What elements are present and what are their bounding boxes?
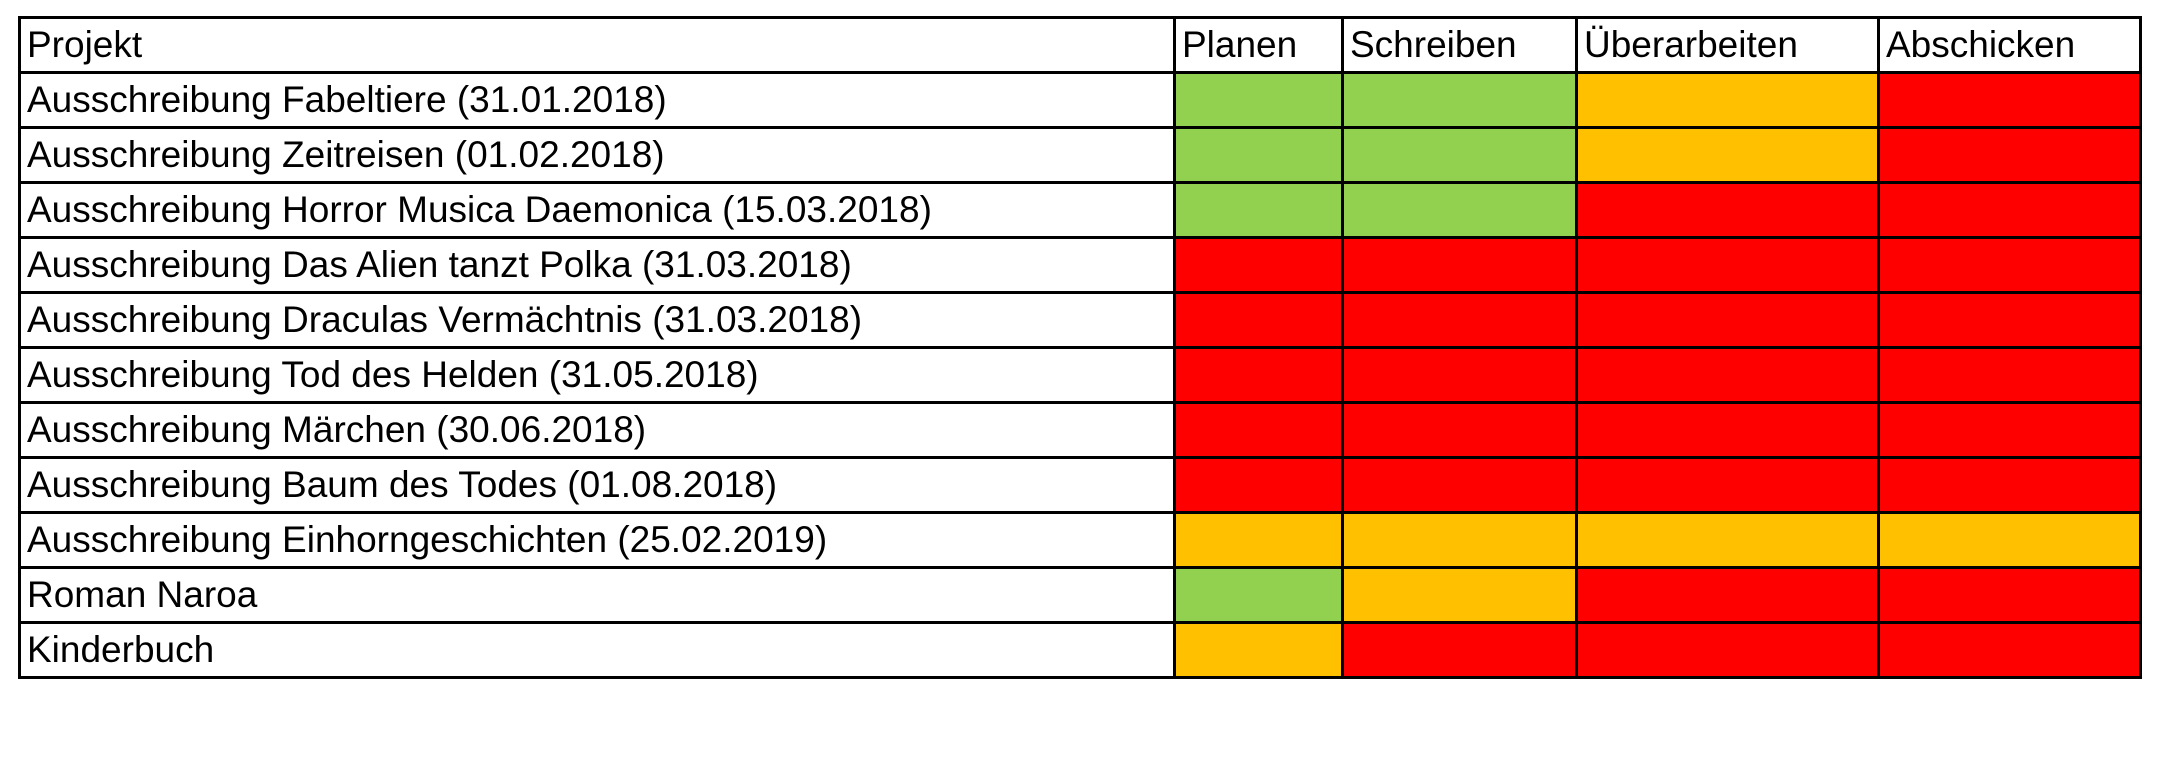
status-cell-ueberarbeiten: [1575, 621, 1880, 679]
table-row: Kinderbuch: [18, 621, 2142, 679]
project-name-cell: Ausschreibung Draculas Vermächtnis (31.0…: [18, 291, 1176, 349]
table-row: Ausschreibung Horror Musica Daemonica (1…: [18, 181, 2142, 239]
status-cell-abschicken: [1877, 401, 2142, 459]
status-cell-schreiben: [1341, 621, 1578, 679]
project-name-cell: Ausschreibung Einhorngeschichten (25.02.…: [18, 511, 1176, 569]
status-cell-abschicken: [1877, 346, 2142, 404]
status-cell-ueberarbeiten: [1575, 566, 1880, 624]
table-row: Ausschreibung Das Alien tanzt Polka (31.…: [18, 236, 2142, 294]
status-cell-ueberarbeiten: [1575, 346, 1880, 404]
status-cell-planen: [1173, 621, 1344, 679]
status-cell-schreiben: [1341, 291, 1578, 349]
table-row: Ausschreibung Märchen (30.06.2018): [18, 401, 2142, 459]
status-cell-planen: [1173, 566, 1344, 624]
status-cell-ueberarbeiten: [1575, 181, 1880, 239]
status-cell-abschicken: [1877, 126, 2142, 184]
table-row: Roman Naroa: [18, 566, 2142, 624]
status-cell-ueberarbeiten: [1575, 291, 1880, 349]
status-cell-abschicken: [1877, 566, 2142, 624]
status-sheet: Projekt Planen Schreiben Überarbeiten Ab…: [18, 16, 2142, 679]
project-name-cell: Kinderbuch: [18, 621, 1176, 679]
status-cell-ueberarbeiten: [1575, 236, 1880, 294]
header-planen: Planen: [1173, 16, 1344, 74]
project-name-cell: Ausschreibung Zeitreisen (01.02.2018): [18, 126, 1176, 184]
project-status-table: Projekt Planen Schreiben Überarbeiten Ab…: [18, 16, 2142, 679]
status-cell-schreiben: [1341, 511, 1578, 569]
table-row: Ausschreibung Baum des Todes (01.08.2018…: [18, 456, 2142, 514]
status-cell-schreiben: [1341, 456, 1578, 514]
status-cell-abschicken: [1877, 456, 2142, 514]
status-cell-schreiben: [1341, 126, 1578, 184]
status-cell-planen: [1173, 401, 1344, 459]
table-row: Ausschreibung Fabeltiere (31.01.2018): [18, 71, 2142, 129]
status-cell-schreiben: [1341, 346, 1578, 404]
status-cell-ueberarbeiten: [1575, 456, 1880, 514]
status-cell-ueberarbeiten: [1575, 71, 1880, 129]
table-row: Ausschreibung Draculas Vermächtnis (31.0…: [18, 291, 2142, 349]
project-name-cell: Ausschreibung Das Alien tanzt Polka (31.…: [18, 236, 1176, 294]
header-ueberarbeiten: Überarbeiten: [1575, 16, 1880, 74]
table-row: Ausschreibung Einhorngeschichten (25.02.…: [18, 511, 2142, 569]
status-cell-abschicken: [1877, 181, 2142, 239]
project-name-cell: Ausschreibung Baum des Todes (01.08.2018…: [18, 456, 1176, 514]
project-name-cell: Ausschreibung Märchen (30.06.2018): [18, 401, 1176, 459]
header-projekt: Projekt: [18, 16, 1176, 74]
status-cell-planen: [1173, 456, 1344, 514]
project-name-cell: Roman Naroa: [18, 566, 1176, 624]
status-cell-abschicken: [1877, 621, 2142, 679]
table-body: Ausschreibung Fabeltiere (31.01.2018) Aus…: [18, 71, 2142, 679]
header-abschicken: Abschicken: [1877, 16, 2142, 74]
status-cell-schreiben: [1341, 566, 1578, 624]
status-cell-schreiben: [1341, 181, 1578, 239]
table-row: Ausschreibung Zeitreisen (01.02.2018): [18, 126, 2142, 184]
status-cell-abschicken: [1877, 511, 2142, 569]
status-cell-abschicken: [1877, 236, 2142, 294]
status-cell-planen: [1173, 181, 1344, 239]
status-cell-ueberarbeiten: [1575, 401, 1880, 459]
status-cell-abschicken: [1877, 71, 2142, 129]
status-cell-planen: [1173, 126, 1344, 184]
table-row: Ausschreibung Tod des Helden (31.05.2018…: [18, 346, 2142, 404]
status-cell-schreiben: [1341, 401, 1578, 459]
project-name-cell: Ausschreibung Fabeltiere (31.01.2018): [18, 71, 1176, 129]
status-cell-planen: [1173, 511, 1344, 569]
status-cell-schreiben: [1341, 71, 1578, 129]
status-cell-planen: [1173, 71, 1344, 129]
status-cell-ueberarbeiten: [1575, 126, 1880, 184]
status-cell-planen: [1173, 346, 1344, 404]
status-cell-abschicken: [1877, 291, 2142, 349]
project-name-cell: Ausschreibung Horror Musica Daemonica (1…: [18, 181, 1176, 239]
status-cell-planen: [1173, 291, 1344, 349]
status-cell-schreiben: [1341, 236, 1578, 294]
project-name-cell: Ausschreibung Tod des Helden (31.05.2018…: [18, 346, 1176, 404]
status-cell-planen: [1173, 236, 1344, 294]
header-row: Projekt Planen Schreiben Überarbeiten Ab…: [18, 16, 2142, 74]
header-schreiben: Schreiben: [1341, 16, 1578, 74]
status-cell-ueberarbeiten: [1575, 511, 1880, 569]
